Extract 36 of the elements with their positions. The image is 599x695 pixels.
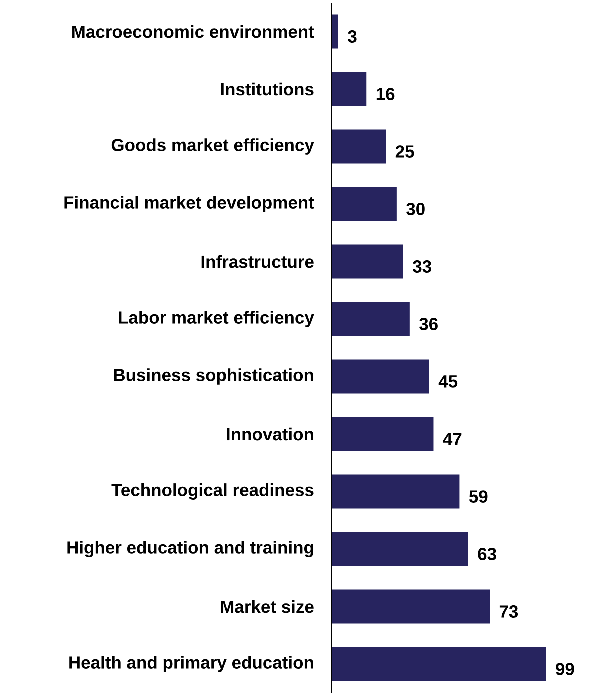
y-tick-label: Technological readiness <box>112 484 314 500</box>
y-tick-label: Infrastructure <box>202 255 314 268</box>
y-tick-label: Goods market efficiency <box>112 138 314 155</box>
data-label: 47 <box>443 433 462 446</box>
bar <box>332 360 430 394</box>
bar <box>332 72 367 106</box>
data-label: 63 <box>478 548 496 560</box>
bar <box>332 302 410 336</box>
bar <box>332 532 468 566</box>
bar <box>332 647 546 682</box>
bar <box>332 14 338 49</box>
y-tick-label: Health and primary education <box>70 656 314 672</box>
bar <box>332 474 460 509</box>
data-label: 3 <box>348 30 357 43</box>
y-tick-label: Higher education and training <box>68 541 314 558</box>
data-label: 73 <box>500 606 518 618</box>
y-tick-label: Market size <box>221 600 314 614</box>
bar <box>332 187 397 222</box>
y-tick-label: Macroeconomic environment <box>72 25 314 38</box>
bar <box>332 590 490 624</box>
data-label: 30 <box>406 203 425 216</box>
data-label: 36 <box>420 318 438 330</box>
data-label: 99 <box>556 663 574 676</box>
data-label: 25 <box>396 146 414 158</box>
y-tick-label: Institutions <box>221 82 314 96</box>
bar <box>332 244 404 279</box>
y-tick-label: Financial market development <box>64 196 314 212</box>
bar <box>332 417 434 452</box>
bar <box>332 130 386 164</box>
data-label: 33 <box>413 260 432 273</box>
data-label: 16 <box>376 88 395 100</box>
y-tick-label: Business sophistication <box>114 368 314 385</box>
data-label: 59 <box>469 490 488 503</box>
y-tick-label: Innovation <box>227 428 314 441</box>
data-label: 45 <box>438 376 458 388</box>
y-tick-label: Labor market efficiency <box>119 311 314 328</box>
